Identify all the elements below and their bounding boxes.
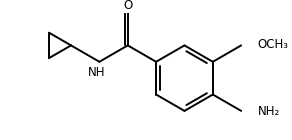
Text: NH: NH xyxy=(88,66,105,79)
Text: O: O xyxy=(123,0,132,12)
Text: OCH₃: OCH₃ xyxy=(258,38,288,51)
Text: NH₂: NH₂ xyxy=(258,105,280,118)
